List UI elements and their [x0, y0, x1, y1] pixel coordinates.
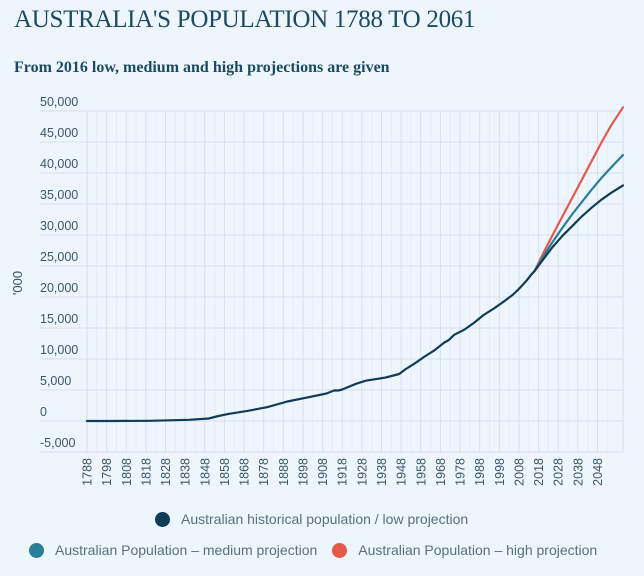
- legend-item-medium[interactable]: Australian Population – medium projectio…: [29, 542, 317, 558]
- x-tick-label: 1808: [120, 458, 134, 486]
- x-tick-label: 1868: [238, 458, 252, 486]
- series-line-medium[interactable]: [533, 153, 625, 273]
- legend-dot-medium-icon: [29, 542, 44, 558]
- series-line-high[interactable]: [533, 106, 625, 273]
- x-tick-label: 1878: [257, 458, 271, 486]
- x-tick-label: 1948: [395, 458, 409, 486]
- x-tick-label: 1788: [81, 458, 95, 486]
- x-axis: 1788 1798 1808 1818 1828 1838 1848 1858 1868 1878…: [81, 458, 605, 486]
- population-chart: 50,000 45,000 40,000 35,000 30,000 25,000 20,0…: [10, 95, 625, 486]
- series-lines: [85, 106, 625, 423]
- legend-item-low[interactable]: Australian historical population / low p…: [155, 511, 468, 527]
- legend-dot-high-icon: [332, 542, 348, 558]
- x-tick-label: 1818: [139, 458, 153, 486]
- chart-title: AUSTRALIA'S POPULATION 1788 TO 2061: [14, 6, 476, 33]
- y-tick-label: 0: [40, 405, 47, 419]
- series-line-low[interactable]: [85, 184, 625, 423]
- y-tick-label: 20,000: [40, 281, 78, 295]
- legend-dot-low-icon: [155, 511, 170, 527]
- x-tick-label: 1928: [355, 458, 369, 486]
- x-tick-label: 1858: [218, 458, 232, 486]
- x-tick-label: 1898: [296, 458, 310, 486]
- x-tick-label: 1978: [454, 458, 468, 486]
- x-tick-label: 2008: [512, 458, 526, 486]
- y-axis: 50,000 45,000 40,000 35,000 30,000 25,000 20,0…: [40, 95, 78, 450]
- x-tick-label: 1988: [473, 458, 487, 486]
- y-tick-label: 45,000: [40, 126, 78, 140]
- y-tick-label: 10,000: [40, 343, 78, 357]
- x-tick-label: 1848: [198, 458, 212, 486]
- chart-subtitle: From 2016 low, medium and high projectio…: [14, 59, 390, 76]
- legend-row-1: Australian historical population / low p…: [155, 511, 486, 527]
- x-tick-label: 1958: [414, 458, 428, 486]
- x-tick-label: 2038: [571, 458, 585, 486]
- y-tick-label: -5,000: [40, 436, 75, 450]
- y-tick-label: 25,000: [40, 250, 78, 264]
- x-tick-label: 1828: [159, 458, 173, 486]
- legend-item-high[interactable]: Australian Population – high projection: [332, 542, 597, 558]
- grid: [40, 110, 624, 453]
- x-tick-label: 1918: [336, 458, 350, 486]
- y-tick-label: 35,000: [40, 188, 78, 202]
- x-tick-label: 1908: [316, 458, 330, 486]
- y-axis-label: '000: [10, 271, 25, 295]
- legend-label-low: Australian historical population / low p…: [181, 511, 469, 527]
- x-tick-label: 1798: [100, 458, 114, 486]
- x-tick-label: 2048: [591, 458, 605, 486]
- x-tick-label: 1888: [277, 458, 291, 486]
- y-tick-label: 5,000: [40, 374, 71, 388]
- y-tick-label: 30,000: [40, 219, 78, 233]
- legend-label-medium: Australian Population – medium projectio…: [55, 542, 318, 558]
- x-tick-label: 1998: [493, 458, 507, 486]
- y-tick-label: 40,000: [40, 157, 78, 171]
- x-tick-label: 1838: [179, 458, 193, 486]
- x-tick-label: 1938: [375, 458, 389, 486]
- x-tick-label: 1968: [434, 458, 448, 486]
- y-tick-label: 15,000: [40, 312, 78, 326]
- x-tick-label: 2018: [532, 458, 546, 486]
- legend-label-high: Australian Population – high projection: [358, 542, 598, 558]
- legend-row-2: Australian Population – medium projectio…: [29, 542, 615, 558]
- x-tick-label: 2028: [552, 458, 566, 486]
- y-tick-label: 50,000: [40, 95, 78, 109]
